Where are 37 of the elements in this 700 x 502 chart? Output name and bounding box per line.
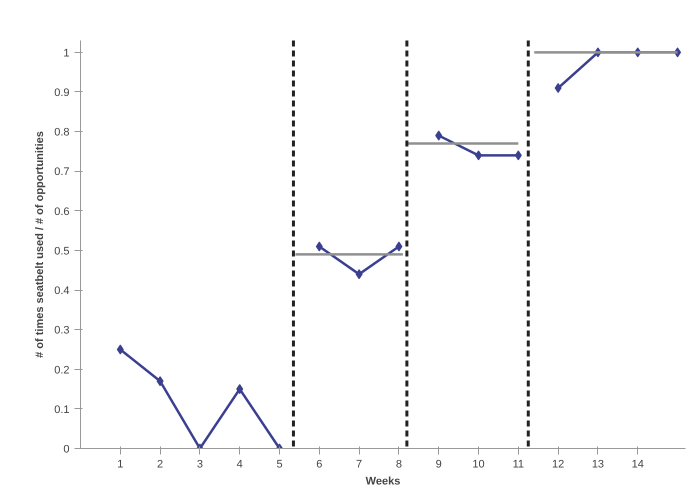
y-tick-label: 1 [63,47,70,60]
x-tick-label: 1 [117,458,124,470]
x-tick-label: 2 [157,458,164,470]
y-tick-label: 0.1 [54,404,70,416]
x-tick-label: 9 [436,458,442,470]
point [514,150,522,160]
x-tick-label: 7 [356,458,362,470]
x-tick-label: 5 [276,458,283,470]
y-tick-label: 0.6 [54,206,70,218]
y-tick-label: 0.4 [54,285,70,298]
x-tick-label: 11 [512,458,524,470]
x-tick-label: 12 [552,458,564,470]
point [116,344,124,354]
x-tick-label: 8 [396,458,402,470]
y-axis-title: # of times seatbelt used / # of opportunities [34,131,46,358]
x-tick-label: 6 [316,458,322,470]
y-tick-label: 0.7 [54,166,70,178]
point [554,83,562,94]
y-tick-label: 0.8 [54,126,70,139]
y-tick-label: 0.3 [54,324,70,337]
x-tick-label: 4 [236,458,243,470]
point [316,241,323,252]
point [236,384,244,394]
point [156,376,164,386]
y-tick-label: 0.9 [54,86,70,99]
point [475,150,482,160]
y-tick-label: 0.2 [54,364,70,376]
y-tick-label: 0.5 [54,245,70,258]
point [356,269,363,280]
x-axis-title: Weeks [366,476,400,488]
x-tick-label: 3 [196,458,203,470]
x-tick-label: 14 [632,458,644,470]
point [395,241,402,252]
x-tick-label: 13 [592,458,604,470]
y-tick-label: 0 [63,444,70,456]
x-tick-label: 10 [472,458,485,470]
point [435,130,442,141]
